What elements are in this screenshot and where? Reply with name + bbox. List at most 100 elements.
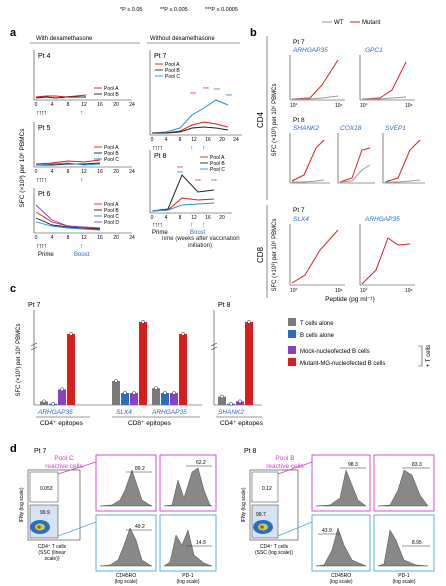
gene-gpc1: GPC1 (365, 47, 383, 54)
pt8-legend-c: Pool C (210, 167, 225, 173)
gene-arhgap35-cd8: ARHGAP35 (364, 216, 400, 223)
c-epitope-cd4-pt8: CD4⁺ epitopes (220, 420, 264, 427)
svg-text:16: 16 (97, 169, 103, 175)
panel-b-xlabel: Peptide (pg ml⁻¹) (325, 296, 375, 303)
svg-text:4: 4 (51, 169, 54, 175)
bar-point-1-1 (42, 399, 46, 404)
svg-text:24: 24 (129, 102, 135, 108)
pt8-cd45ro-bottom: 43.9 (322, 528, 332, 534)
pt6-label: Pt 6 (38, 191, 51, 198)
pt4-pool-a-line (35, 94, 87, 98)
c-epitope-cd8-pt7: CD8⁺ epitopes (128, 420, 172, 427)
pt7-ifng-label: IFNγ (log scale) (19, 487, 25, 522)
pt4-legend-b: Pool B (104, 92, 119, 98)
svg-text:(log scale): (log scale) (392, 579, 415, 585)
gene-arhgap35-cd4: ARHGAP35 (292, 47, 328, 54)
legend-plus-t-cells: + T cells (426, 345, 432, 367)
svg-text:12: 12 (81, 235, 87, 241)
bar-point-1-3 (60, 387, 64, 392)
bar-point-3-1 (154, 386, 158, 391)
svg-text:0: 0 (151, 215, 154, 221)
svg-text:12: 12 (191, 215, 197, 221)
bar-point-4-4 (247, 320, 251, 324)
bar-point-4-2 (229, 401, 233, 406)
pt8-scatter-val-1: 0.12 (262, 486, 272, 492)
pt8-pd1-bottom: 8.95 (412, 540, 422, 546)
sig-legend-3: ***P ≤ 0.0005 (205, 7, 238, 13)
bar-point-3-2 (163, 391, 167, 395)
gene-slx4-b: SLX4 (293, 216, 309, 223)
pt4-boost-arrow: ↑ (80, 110, 84, 117)
pt8-prime-label: Prime (152, 230, 168, 236)
pt6-legend-d: Pool D (104, 220, 119, 226)
pt8-legend-a: Pool A (210, 155, 225, 161)
svg-text:10⁶: 10⁶ (405, 288, 413, 294)
svg-text:↑: ↑ (80, 243, 84, 250)
pt8-label: Pt 8 (154, 153, 167, 160)
pt5-legend-c: Pool C (104, 157, 119, 163)
pt7-pool-c-line (151, 99, 229, 134)
svg-text:CD4⁺ T cells: CD4⁺ T cells (260, 544, 289, 550)
pt5-legend-b: Pool B (104, 151, 119, 157)
bar-2-series-3 (130, 393, 138, 405)
svg-text:8: 8 (179, 215, 182, 221)
pt8-scatter-val-2: 99.7 (256, 512, 266, 518)
svg-text:PD-1: PD-1 (182, 573, 194, 579)
bar-4-series-1 (218, 396, 226, 405)
svg-text:10⁶: 10⁶ (405, 103, 413, 109)
panel-b-letter: b (250, 27, 257, 39)
gene-cox18: COX18 (340, 125, 362, 132)
bar-1-series-3 (58, 389, 66, 405)
pt7-prime-arrows: ↑↑↑↑ (152, 145, 163, 152)
pt7-legend-a: Pool A (165, 62, 180, 68)
panel-c-bars (30, 320, 253, 406)
svg-text:8: 8 (179, 137, 182, 143)
pt8-c-label: Pt 8 (218, 302, 231, 309)
svg-text:(SSC (log scale)): (SSC (log scale)) (255, 550, 293, 556)
c-gene-arhgap35-cd4: ARHGAP35 (37, 409, 73, 416)
svg-text:24: 24 (129, 169, 135, 175)
bar-point-3-4 (181, 332, 185, 336)
panel-c-legend: T cells alone B cells alone Mock-nucleof… (288, 318, 432, 367)
svg-text:16: 16 (205, 137, 211, 143)
pt6-boost-label: Boost (74, 252, 90, 258)
svg-text:12: 12 (81, 169, 87, 175)
svg-text:12: 12 (191, 137, 197, 143)
svg-text:***: *** (177, 166, 183, 172)
svg-text:↑↑↑↑: ↑↑↑↑ (152, 222, 163, 229)
bar-3-series-1 (152, 388, 160, 405)
svg-text:4: 4 (51, 235, 54, 241)
svg-text:16: 16 (205, 215, 211, 221)
legend-mock: Mock-nucleofected B cells (300, 349, 370, 355)
svg-text:↑: ↑ (202, 222, 206, 229)
pt8-d-label: Pt 8 (244, 448, 257, 455)
pt4-prime-arrows: ↑↑↑↑ (36, 110, 47, 117)
pt8-pd1-top: 83.3 (412, 462, 422, 468)
svg-text:***: *** (190, 92, 196, 98)
svg-text:↑: ↑ (80, 177, 84, 184)
pt7-scatter-val-1: 0.053 (40, 486, 53, 492)
svg-text:↑↑↑↑: ↑↑↑↑ (36, 177, 47, 184)
svg-text:4: 4 (165, 137, 168, 143)
pt7-flow: Pt 7 IFNγ (log scale) 0.053 99.9 Pool C … (19, 448, 217, 585)
legend-swatch-mock (288, 346, 296, 354)
bar-point-2-4 (141, 320, 145, 324)
bar-2-series-1 (112, 381, 120, 405)
svg-text:10°: 10° (360, 103, 368, 109)
pt7-legend-c: Pool C (165, 74, 180, 80)
svg-text:***: *** (214, 88, 220, 94)
panel-a-xlabel: Time (weeks after vaccination initiation… (160, 236, 239, 249)
svg-text:↑: ↑ (202, 145, 206, 152)
svg-text:10°: 10° (290, 288, 298, 294)
pt8-flow: Pt 8 IFNγ (log scale) 0.12 99.7 Pool B r… (241, 448, 435, 585)
svg-text:20: 20 (219, 137, 225, 143)
pt8-pool-c-line (151, 202, 215, 212)
svg-text:CD45RO: CD45RO (116, 573, 136, 579)
axis-break-mark (210, 346, 218, 351)
pt4-legend-a: Pool A (104, 86, 119, 92)
pt8-pool-b-line (151, 174, 215, 212)
pt8-boost-label: Boost (190, 230, 206, 236)
c-gene-arhgap35-cd8: ARHGAP35 (151, 409, 187, 416)
